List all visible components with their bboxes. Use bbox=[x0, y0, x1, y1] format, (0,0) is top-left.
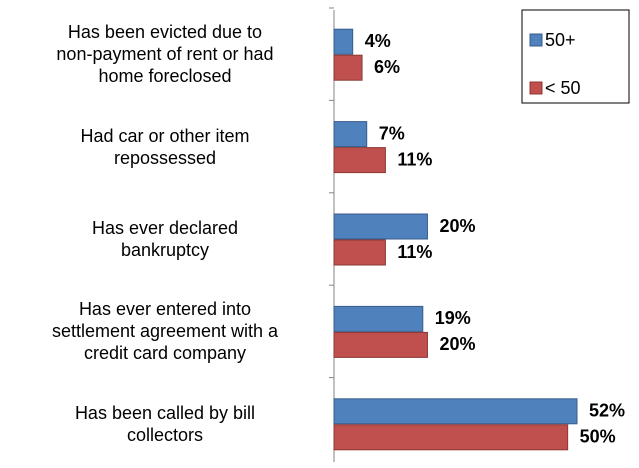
value-label: 19% bbox=[435, 308, 471, 328]
bar bbox=[333, 121, 368, 148]
category-label: Has ever declared bankruptcy bbox=[91, 218, 239, 260]
bar bbox=[333, 398, 578, 425]
value-label: 7% bbox=[379, 123, 405, 143]
bar bbox=[333, 239, 386, 266]
value-label: 11% bbox=[397, 149, 432, 169]
legend-label: 50+ bbox=[545, 30, 576, 50]
category-label: Has ever entered into settlement agreeme… bbox=[51, 299, 279, 364]
value-label: 6% bbox=[374, 57, 400, 77]
value-label: 20% bbox=[439, 334, 475, 354]
bar bbox=[333, 54, 363, 81]
category-label: Had car or other item repossessed bbox=[80, 125, 250, 168]
bar bbox=[333, 331, 428, 358]
category-label: Has been evicted due to non-payment of r… bbox=[56, 22, 274, 87]
value-label: 11% bbox=[397, 242, 432, 262]
bar bbox=[333, 424, 569, 451]
value-label: 50% bbox=[580, 427, 616, 447]
value-label: 20% bbox=[439, 216, 475, 236]
category-label: Has been called by bill collectors bbox=[74, 402, 256, 445]
legend-swatch bbox=[529, 33, 543, 47]
bar bbox=[333, 305, 424, 332]
value-label: 52% bbox=[589, 401, 625, 421]
bar bbox=[333, 213, 428, 240]
bar bbox=[333, 28, 354, 55]
bar bbox=[333, 147, 386, 174]
legend-label: < 50 bbox=[545, 78, 581, 98]
value-label: 4% bbox=[365, 31, 391, 51]
legend-swatch bbox=[529, 81, 543, 95]
